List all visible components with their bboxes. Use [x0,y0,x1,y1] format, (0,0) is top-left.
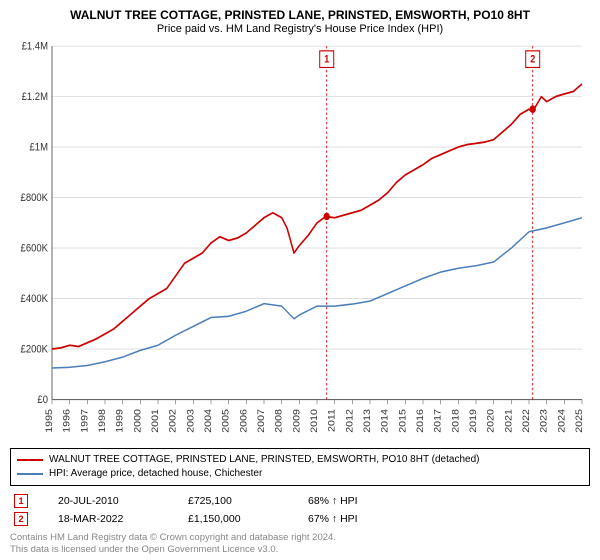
marker-price-2: £1,150,000 [188,513,278,525]
svg-text:2004: 2004 [204,408,214,432]
svg-text:2001: 2001 [151,409,161,433]
marker-badge-2: 2 [14,512,28,526]
footer-line-2: This data is licensed under the Open Gov… [10,544,590,556]
svg-text:2000: 2000 [133,408,143,432]
svg-text:1996: 1996 [62,408,72,432]
svg-text:1997: 1997 [80,409,90,433]
legend-item-hpi: HPI: Average price, detached house, Chic… [17,467,583,481]
svg-text:2002: 2002 [168,409,178,433]
svg-text:2024: 2024 [557,408,567,432]
svg-text:2005: 2005 [221,408,231,432]
marker-date-2: 18-MAR-2022 [58,513,158,525]
marker-pct-2: 67% ↑ HPI [308,513,358,525]
svg-text:2011: 2011 [327,409,337,432]
svg-text:1995: 1995 [45,408,55,432]
legend: WALNUT TREE COTTAGE, PRINSTED LANE, PRIN… [10,448,590,486]
svg-text:2023: 2023 [539,408,549,432]
chart-subtitle: Price paid vs. HM Land Registry's House … [10,23,590,35]
svg-text:2019: 2019 [469,408,479,432]
svg-text:2014: 2014 [380,408,390,432]
svg-text:£200K: £200K [21,344,48,356]
title-block: WALNUT TREE COTTAGE, PRINSTED LANE, PRIN… [10,8,590,35]
svg-text:2013: 2013 [363,408,373,432]
svg-text:2008: 2008 [274,408,284,432]
marker-badge-1: 1 [14,494,28,508]
legend-swatch-hpi [17,473,43,475]
marker-price-1: £725,100 [188,495,278,507]
svg-text:2010: 2010 [310,408,320,432]
svg-text:2021: 2021 [504,409,514,433]
svg-text:1: 1 [324,54,329,66]
svg-text:£1.2M: £1.2M [22,92,48,104]
svg-text:2007: 2007 [257,409,267,433]
marker-date-1: 20-JUL-2010 [58,495,158,507]
footer-line-1: Contains HM Land Registry data © Crown c… [10,532,590,544]
svg-text:2022: 2022 [522,409,532,433]
svg-text:£400K: £400K [21,293,48,305]
chart-area: £0 £200K £400K £600K £800K £1M £1.2M £1.4M 1995 1… [10,39,590,442]
legend-swatch-property [17,459,43,461]
legend-label-property: WALNUT TREE COTTAGE, PRINSTED LANE, PRIN… [49,453,479,467]
svg-text:£600K: £600K [21,243,48,255]
svg-text:2018: 2018 [451,408,461,432]
svg-text:2006: 2006 [239,408,249,432]
svg-text:£1.4M: £1.4M [22,41,48,53]
svg-text:2012: 2012 [345,409,355,433]
svg-text:2017: 2017 [433,409,443,433]
footer: Contains HM Land Registry data © Crown c… [10,532,590,556]
svg-text:2: 2 [530,54,535,66]
svg-text:£1M: £1M [30,142,48,154]
svg-text:£800K: £800K [21,192,48,204]
svg-text:1998: 1998 [98,408,108,432]
legend-item-property: WALNUT TREE COTTAGE, PRINSTED LANE, PRIN… [17,453,583,467]
legend-label-hpi: HPI: Average price, detached house, Chic… [49,467,262,481]
svg-text:2009: 2009 [292,408,302,432]
svg-text:2003: 2003 [186,408,196,432]
marker-row-1: 1 20-JUL-2010 £725,100 68% ↑ HPI [10,492,590,510]
markers-table: 1 20-JUL-2010 £725,100 68% ↑ HPI 2 18-MA… [10,492,590,528]
marker-row-2: 2 18-MAR-2022 £1,150,000 67% ↑ HPI [10,510,590,528]
svg-text:2025: 2025 [575,408,585,432]
chart-title: WALNUT TREE COTTAGE, PRINSTED LANE, PRIN… [10,8,590,22]
svg-text:£0: £0 [37,394,48,406]
marker-pct-1: 68% ↑ HPI [308,495,358,507]
svg-text:2020: 2020 [486,408,496,432]
svg-text:2016: 2016 [416,408,426,432]
svg-text:1999: 1999 [115,408,125,432]
svg-text:2015: 2015 [398,408,408,432]
